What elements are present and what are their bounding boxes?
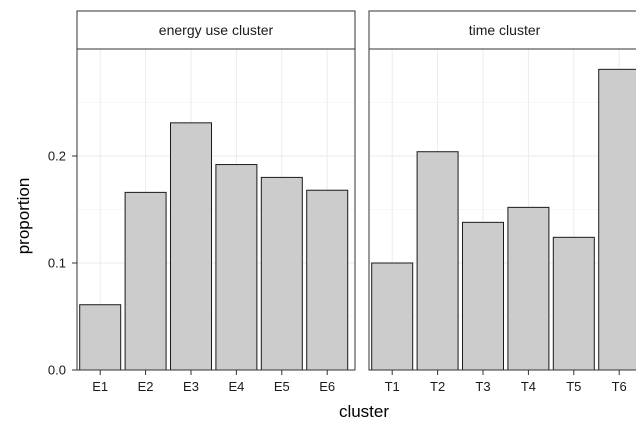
y-axis-title: proportion bbox=[14, 178, 33, 255]
bar-E1 bbox=[79, 304, 122, 371]
facet-title: energy use cluster bbox=[159, 22, 274, 38]
x-tick-label: E6 bbox=[319, 379, 335, 394]
x-tick-label: E5 bbox=[274, 379, 290, 394]
x-tick-label: E1 bbox=[92, 379, 108, 394]
bar-T3 bbox=[462, 221, 504, 371]
x-tick-label: T2 bbox=[430, 379, 445, 394]
bar-E2 bbox=[124, 191, 167, 371]
x-tick-label: T3 bbox=[475, 379, 490, 394]
x-tick-label: T6 bbox=[612, 379, 627, 394]
bar-E4 bbox=[215, 164, 258, 371]
x-tick-label: E4 bbox=[228, 379, 244, 394]
bar-E3 bbox=[170, 122, 212, 371]
bar-E6 bbox=[306, 189, 349, 371]
panel-border bbox=[368, 48, 636, 371]
bar-E5 bbox=[260, 176, 303, 371]
bar-T2 bbox=[416, 151, 459, 371]
bar-T4 bbox=[507, 206, 550, 371]
y-tick-label: 0.1 bbox=[48, 256, 66, 271]
panel-1: energy use cluster E1 E2 E3 E4 E5 E6 bbox=[76, 10, 356, 394]
x-tick-label: T4 bbox=[521, 379, 536, 394]
bar-T5 bbox=[552, 236, 595, 371]
x-tick-label: T5 bbox=[566, 379, 581, 394]
y-tick-label: 0.2 bbox=[48, 149, 66, 164]
panel-2: time cluster T1 T2 T3 T4 T5 T6 bbox=[368, 10, 636, 394]
panel-border bbox=[76, 48, 356, 371]
facet-title: time cluster bbox=[469, 22, 541, 38]
bar-T6 bbox=[598, 68, 636, 371]
facet-strip bbox=[76, 10, 356, 50]
bar-T1 bbox=[371, 262, 414, 371]
x-tick-label: E3 bbox=[183, 379, 199, 394]
x-tick-label: T1 bbox=[385, 379, 400, 394]
x-tick-label: E2 bbox=[138, 379, 154, 394]
facet-strip bbox=[368, 10, 636, 50]
y-tick-label: 0.0 bbox=[48, 363, 66, 378]
x-axis-title: cluster bbox=[339, 402, 389, 421]
